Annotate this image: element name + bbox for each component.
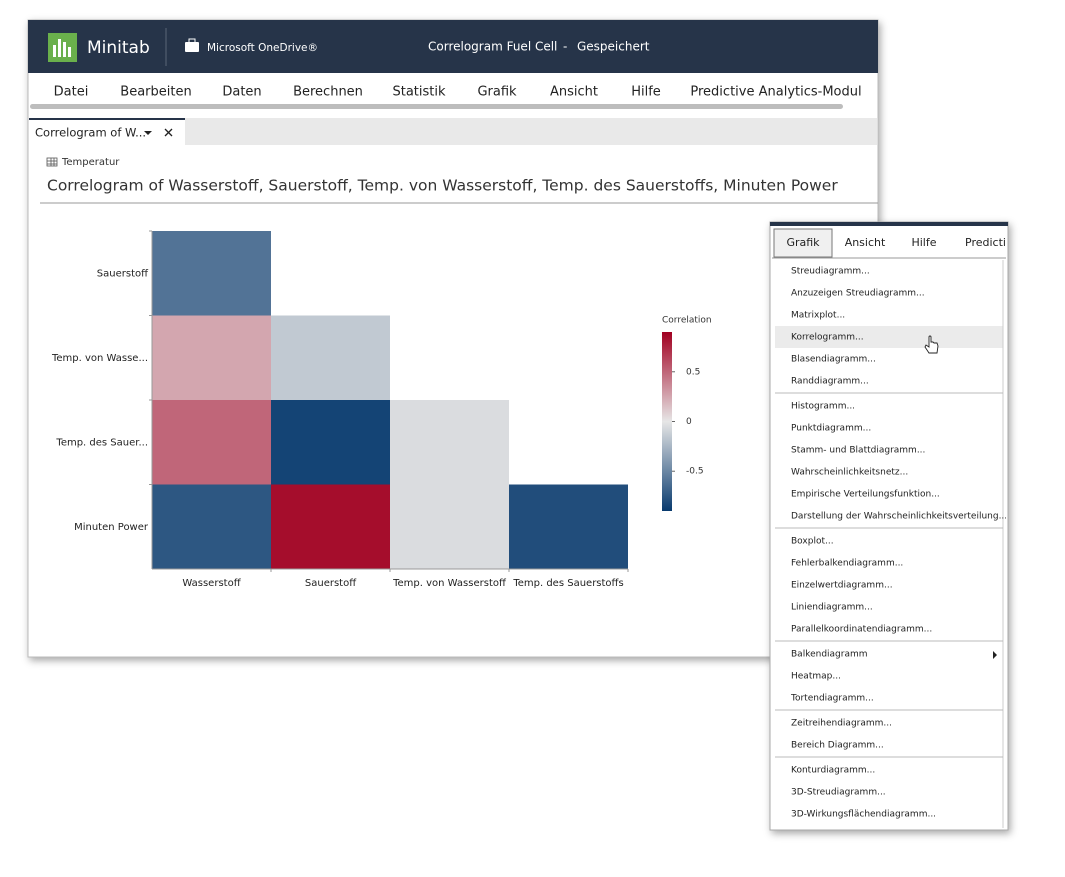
dropdown-item[interactable]: Empirische Verteilungsfunktion...: [791, 490, 940, 500]
dropdown-item[interactable]: Tortendiagramm...: [790, 694, 874, 704]
dropdown-item[interactable]: Wahrscheinlichkeitsnetz...: [791, 468, 908, 478]
menu-item[interactable]: Datei: [54, 85, 89, 100]
dropdown-tab[interactable]: Hilfe: [911, 236, 936, 249]
colorbar: [662, 332, 672, 511]
colorbar-tick-label: 0: [686, 417, 692, 427]
menu-item[interactable]: Statistik: [392, 85, 446, 100]
heatmap-cell: [271, 315, 390, 400]
separator: -: [563, 40, 567, 54]
menu-item[interactable]: Bearbeiten: [120, 85, 191, 100]
dropdown-tab[interactable]: Grafik: [786, 236, 820, 249]
dropdown-item[interactable]: Darstellung der Wahrscheinlichkeitsverte…: [791, 512, 1007, 522]
scrollbar[interactable]: [30, 104, 843, 109]
dropdown-item[interactable]: Stamm- und Blattdiagramm...: [791, 446, 925, 456]
dropdown-item[interactable]: 3D-Streudiagramm...: [791, 788, 886, 798]
heatmap-cell: [152, 315, 271, 400]
x-tick-label: Sauerstoff: [305, 578, 357, 589]
y-tick-label: Temp. des Sauer...: [55, 437, 148, 448]
colorbar-tick-label: -0.5: [686, 467, 704, 477]
x-tick-label: Temp. von Wasserstoff: [392, 578, 507, 589]
menu-item[interactable]: Predictive Analytics-Modul: [690, 85, 861, 100]
document-name: Correlogram Fuel Cell: [428, 40, 557, 54]
title-bar: [28, 20, 878, 73]
dropdown-tab[interactable]: Predictive Analytics-Modul: [965, 236, 1065, 249]
app-logo[interactable]: [48, 33, 77, 62]
dropdown-item[interactable]: Liniendiagramm...: [791, 603, 873, 613]
tab-dropdown[interactable]: [144, 131, 152, 135]
y-tick-label: Minuten Power: [74, 522, 149, 533]
dropdown-item[interactable]: Einzelwertdiagramm...: [791, 581, 893, 591]
dropdown-item[interactable]: Boxplot...: [791, 537, 834, 547]
save-status: Gespeichert: [577, 40, 650, 54]
main-window: Minitab Microsoft OneDrive® Correlogram …: [27, 19, 879, 658]
menu-item[interactable]: Daten: [222, 85, 261, 100]
heatmap-cell: [271, 400, 390, 485]
dropdown-item[interactable]: Histogramm...: [791, 402, 855, 412]
dropdown-item[interactable]: Bereich Diagramm...: [791, 741, 884, 751]
tab-close[interactable]: [164, 128, 173, 137]
menu-item[interactable]: Grafik: [477, 85, 517, 100]
dropdown-item[interactable]: Fehlerbalkendiagramm...: [791, 559, 903, 569]
dropdown-item[interactable]: Randdiagramm...: [791, 377, 869, 387]
dropdown-item[interactable]: Konturdiagramm...: [791, 766, 875, 776]
menu-item[interactable]: Ansicht: [550, 85, 598, 100]
dropdown-window: Grafik Ansicht Hilfe Predictive Analytics-M…: [769, 221, 1065, 831]
dropdown-item[interactable]: Blasendiagramm...: [791, 355, 876, 365]
heatmap-cell: [390, 484, 509, 569]
dropdown-item[interactable]: Punktdiagramm...: [791, 424, 871, 434]
output-title: Correlogram of Wasserstoff, Sauerstoff, …: [47, 177, 838, 195]
x-tick-label: Wasserstoff: [182, 578, 241, 589]
heatmap-cell: [152, 484, 271, 569]
menu-bar: Datei Bearbeiten Daten Berechnen Statistik Gr…: [54, 85, 862, 100]
dropdown-item[interactable]: Korrelogramm...: [791, 333, 864, 343]
dropdown-tab[interactable]: Ansicht: [845, 236, 886, 249]
submenu-arrow: [993, 651, 997, 659]
x-tick-label: Temp. des Sauerstoffs: [512, 578, 623, 589]
storage[interactable]: Microsoft OneDrive®: [207, 42, 318, 54]
heatmap-cell: [152, 400, 271, 485]
hover-highlight: [775, 326, 1003, 348]
dropdown-item[interactable]: 3D-Wirkungsflächendiagramm...: [791, 810, 936, 820]
logo-bars: [53, 39, 71, 57]
dropdown-item[interactable]: Zeitreihendiagramm...: [791, 719, 892, 729]
colorbar-tick-label: 0.5: [686, 367, 700, 377]
active-tab[interactable]: [773, 228, 833, 258]
tab[interactable]: [29, 118, 185, 146]
heatmap-cell: [152, 231, 271, 316]
dropdown-item[interactable]: Anzuzeigen Streudiagramm...: [791, 289, 925, 299]
y-tick-label: Sauerstoff: [97, 268, 149, 279]
cursor: [924, 335, 939, 354]
briefcase-handle: [188, 38, 196, 44]
heatmap-cell: [271, 484, 390, 569]
app-name[interactable]: Minitab: [87, 38, 150, 58]
tab-label[interactable]: Correlogram of W...: [35, 126, 146, 140]
dropdown-frame: [769, 221, 1009, 831]
dropdown-item[interactable]: Matrixplot...: [791, 311, 845, 321]
worksheet-icon: [46, 157, 58, 167]
dropdown-item[interactable]: Balkendiagramm: [791, 650, 868, 660]
worksheet-name: Temperatur: [61, 157, 120, 168]
menu-item[interactable]: Berechnen: [293, 85, 363, 100]
dropdown-content: Grafik Ansicht Hilfe Predictive Analytics-M…: [775, 236, 1065, 820]
heatmap-cell: [390, 400, 509, 485]
heatmap-cell: [509, 484, 628, 569]
dropdown-top: [770, 222, 1008, 226]
correlogram: Sauerstoff Temp. von Wasse... Temp. des Sa…: [51, 230, 712, 589]
dropdown-item[interactable]: Heatmap...: [791, 672, 841, 682]
dropdown-item[interactable]: Parallelkoordinatendiagramm...: [791, 625, 932, 635]
briefcase-icon: [185, 42, 199, 52]
y-tick-label: Temp. von Wasse...: [51, 353, 148, 364]
tab-accent: [29, 118, 185, 120]
dropdown-item[interactable]: Streudiagramm...: [791, 267, 870, 277]
colorbar-title: Correlation: [662, 316, 712, 326]
menu-item[interactable]: Hilfe: [631, 85, 661, 100]
